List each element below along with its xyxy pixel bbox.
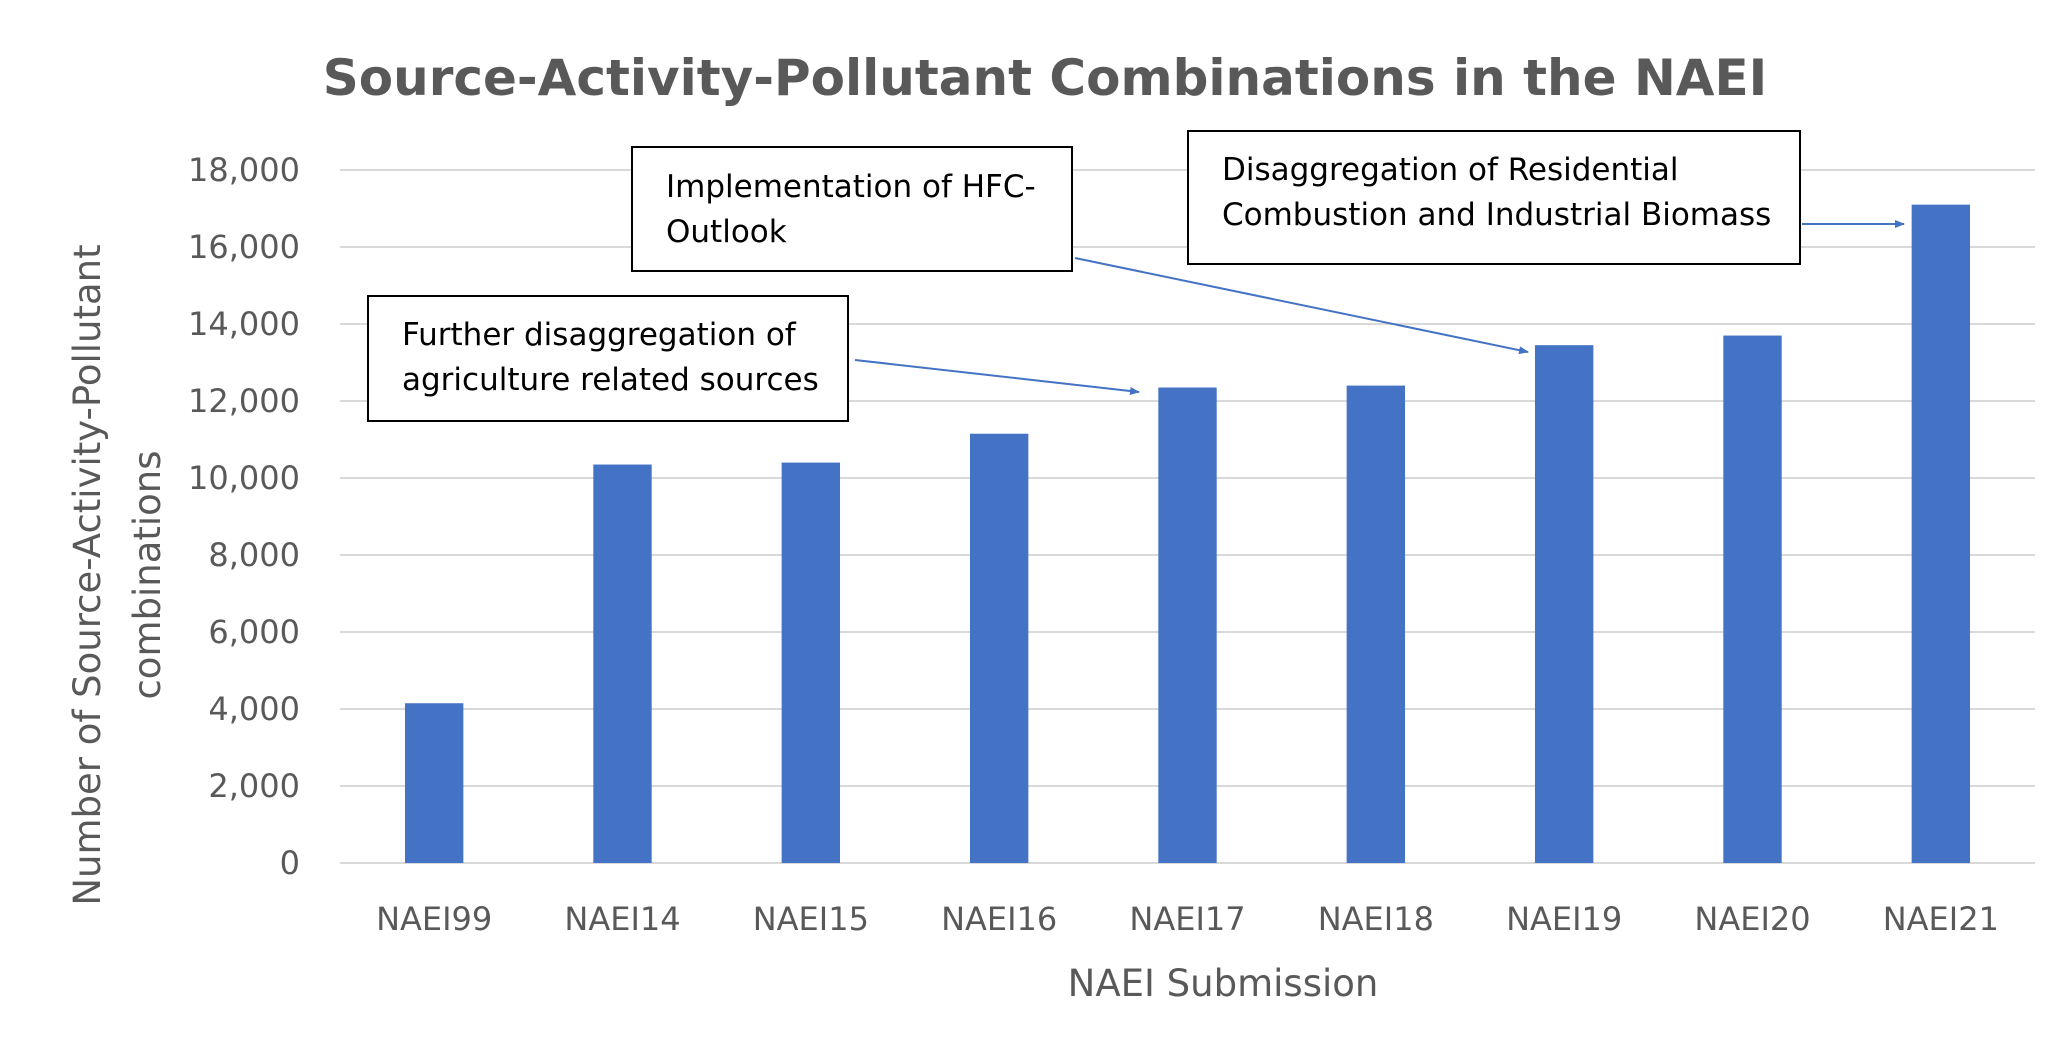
x-tick-label: NAEI14 [564,900,680,938]
x-tick-label: NAEI18 [1318,900,1434,938]
y-axis-title-line-2: combinations [126,450,169,699]
bar-naei19 [1534,345,1594,863]
annotation-arrow [1074,257,1529,355]
x-tick-label: NAEI99 [376,900,492,938]
y-axis-title-line-1: Number of Source-Activity-Pollutant [66,244,109,905]
annotation-residential-combustion: Disaggregation of Residential Combustion… [1187,130,1905,265]
annotation-text-line: Disaggregation of Residential [1222,152,1679,188]
annotation-box [367,295,849,422]
x-tick-label: NAEI17 [1129,900,1245,938]
annotation-agriculture: Further disaggregation of agriculture re… [367,295,1140,422]
y-tick-label: 16,000 [188,228,300,266]
y-tick-label: 18,000 [188,151,300,189]
bar-naei17 [1158,387,1217,863]
y-tick-label: 0 [280,844,300,882]
bar-naei18 [1346,385,1406,863]
annotation-box [631,146,1073,272]
y-axis-ticks: 0 2,000 4,000 6,000 8,000 10,000 12,000 14,000 1… [188,151,300,882]
x-tick-label: NAEI20 [1694,900,1810,938]
annotation-arrow [854,359,1140,395]
bar-naei15 [781,462,841,863]
annotation-text-line: agriculture related sources [402,362,819,398]
x-tick-label: NAEI15 [753,900,869,938]
bars [404,204,1971,863]
bar-naei14 [593,464,652,863]
x-tick-label: NAEI19 [1506,900,1622,938]
x-tick-label: NAEI16 [941,900,1057,938]
chart-title: Source-Activity-Pollutant Combinations i… [323,49,1768,107]
y-tick-label: 12,000 [188,382,300,420]
annotation-text-line: Outlook [666,214,787,250]
bar-naei20 [1723,335,1782,863]
annotation-text-line: Further disaggregation of [402,317,797,353]
x-axis-ticks: NAEI99 NAEI14 NAEI15 NAEI16 NAEI17 NAEI18 NAEI… [376,900,1999,938]
y-tick-label: 6,000 [208,613,300,651]
y-tick-label: 14,000 [188,305,300,343]
y-tick-label: 4,000 [208,690,300,728]
annotation-text-line: Implementation of HFC- [666,169,1036,205]
y-tick-label: 2,000 [208,767,300,805]
annotation-hfc-outlook: Implementation of HFC- Outlook [631,146,1529,355]
y-tick-label: 10,000 [188,459,300,497]
annotation-box [1187,130,1801,265]
bar-naei99 [404,703,464,863]
bar-naei21 [1911,204,1971,863]
x-tick-label: NAEI21 [1883,900,1999,938]
annotation-text-line: Combustion and Industrial Biomass [1222,197,1771,233]
bar-naei16 [969,433,1029,863]
y-tick-label: 8,000 [208,536,300,574]
x-axis-title: NAEI Submission [1068,962,1379,1005]
